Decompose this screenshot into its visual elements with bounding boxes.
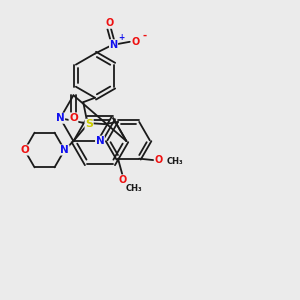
Text: N: N [56,113,64,123]
Text: O: O [118,175,127,185]
Text: O: O [69,113,78,123]
Text: O: O [20,145,29,155]
Text: N: N [110,40,118,50]
Text: S: S [85,119,93,129]
Text: N: N [96,136,104,146]
Text: N: N [60,145,69,155]
Text: O: O [131,37,140,47]
Text: -: - [142,31,147,41]
Text: O: O [154,155,163,165]
Text: CH₃: CH₃ [126,184,142,193]
Text: +: + [118,33,124,42]
Text: CH₃: CH₃ [166,157,183,166]
Text: O: O [105,18,113,28]
